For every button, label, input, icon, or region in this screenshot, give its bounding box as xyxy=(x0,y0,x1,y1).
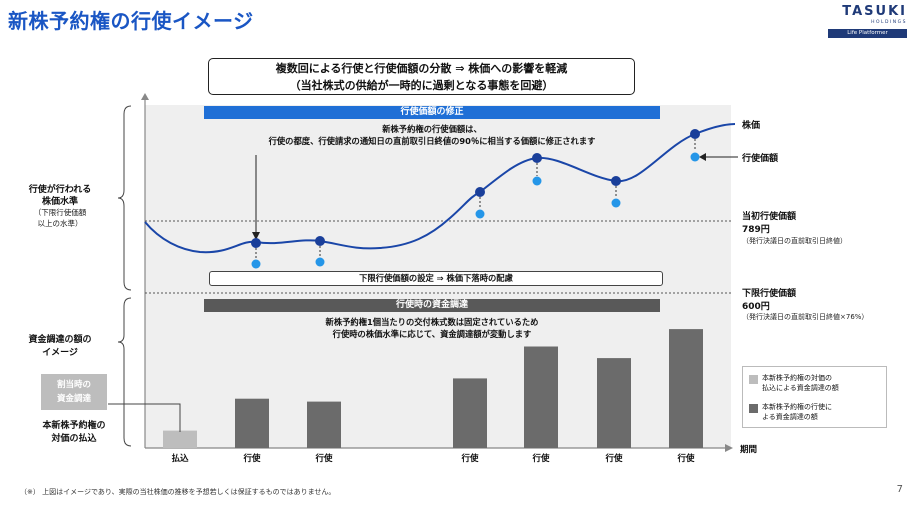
y-axis-arrow xyxy=(141,93,149,100)
x-label-exercise-5: 行使 xyxy=(605,454,623,464)
initial-price-label: 当初行使価額 xyxy=(742,212,797,222)
exercise-point-2 xyxy=(315,236,325,267)
legend-text-payment-1: 本新株予約権の対価の xyxy=(762,374,832,382)
upper-left-sub-1: （下限行使価額 xyxy=(33,208,87,217)
bar-exercise-6 xyxy=(669,329,703,448)
lower-panel-header: 行使時の資金調達 xyxy=(204,299,660,312)
stock-price-curve xyxy=(144,123,736,254)
floor-price-value: 600円 xyxy=(742,302,770,312)
summary-line-2: （当社株式の供給が一時的に過剰となる事態を回避） xyxy=(289,79,554,92)
lower-left-label-2: イメージ xyxy=(42,348,78,358)
floor-price-label: 下限行使価額 xyxy=(742,289,797,299)
page-number: 7 xyxy=(896,484,903,495)
payment-label-1: 本新株予約権の xyxy=(42,421,106,431)
lower-left-label-1: 資金調達の額の xyxy=(28,335,92,345)
floor-price-note: （発行決議日の直前取引日終値×76%） xyxy=(742,313,869,321)
upper-caption-line-2: 行使の都度、行使請求の通知日の直前取引日終値の90％に相当する価額に修正されます xyxy=(268,136,596,146)
x-label-payment: 払込 xyxy=(171,454,189,464)
exercise-point-1 xyxy=(251,238,261,269)
stock-price-label: 株価 xyxy=(742,121,761,131)
upper-panel-header: 行使価額の修正 xyxy=(204,106,660,119)
x-label-exercise-2: 行使 xyxy=(315,454,333,464)
x-label-exercise-3: 行使 xyxy=(461,454,479,464)
floor-price-box: 下限行使価額の設定 ⇒ 株価下落時の配慮 xyxy=(209,271,663,286)
allotment-box-line-2: 資金調達 xyxy=(56,394,91,404)
lower-caption-line-1: 新株予約権1個当たりの交付株式数は固定されているため xyxy=(325,317,539,327)
upper-caption-line-1: 新株予約権の行使価額は、 xyxy=(382,124,482,134)
upper-panel-bg xyxy=(145,105,731,293)
legend-swatch-payment xyxy=(749,375,758,384)
x-label-exercise-1: 行使 xyxy=(243,454,261,464)
x-label-exercise-4: 行使 xyxy=(532,454,550,464)
legend-text-exercise-2: よる資金調達の額 xyxy=(762,413,818,421)
summary-line-1: 複数回による行使と行使価額の分散 ⇒ 株価への影響を軽減 xyxy=(275,62,568,75)
bar-payment xyxy=(163,430,197,448)
page-title: 新株予約権の行使イメージ xyxy=(8,9,254,33)
legend: 本新株予約権の対価の 払込による資金調達の額 本新株予約権の行使に よる資金調達… xyxy=(742,366,887,428)
initial-price-note: （発行決議日の直前取引日終値） xyxy=(742,237,847,245)
allotment-box-line-1: 割当時の xyxy=(56,380,91,390)
exercise-points xyxy=(251,129,700,269)
exercise-point-3 xyxy=(475,187,485,219)
exercise-point-4 xyxy=(532,153,542,186)
exercise-price-label: 行使価額 xyxy=(742,154,779,164)
bar-exercise-1 xyxy=(235,398,269,448)
lower-brace xyxy=(117,297,132,447)
company-logo-tagline: Life Platformer xyxy=(828,29,907,38)
bar-exercise-2 xyxy=(307,401,341,448)
x-axis-arrow xyxy=(725,444,733,452)
upper-left-label-2: 株価水準 xyxy=(41,197,78,207)
company-logo: TASUKI xyxy=(842,4,907,19)
legend-swatch-exercise xyxy=(749,404,758,413)
company-logo-sub: HOLDINGS xyxy=(871,20,907,25)
allotment-funding-box: 割当時の 資金調達 xyxy=(41,374,107,410)
bar-exercise-4 xyxy=(524,346,558,448)
bar-exercise-5 xyxy=(597,358,631,448)
lower-caption-line-2: 行使時の株価水準に応じて、資金調達額が変動します xyxy=(332,329,532,339)
exercise-point-6 xyxy=(690,129,700,162)
x-axis-label: 期間 xyxy=(740,445,758,455)
bar-exercise-3 xyxy=(453,378,487,448)
upper-brace xyxy=(117,105,132,291)
exercise-point-5 xyxy=(611,176,621,208)
exercise-price-pointer-head xyxy=(699,153,706,161)
x-label-exercise-6: 行使 xyxy=(677,454,695,464)
upper-left-sub-2: 以上の水準） xyxy=(37,219,83,228)
caption-pointer-head xyxy=(252,232,260,240)
funding-bars xyxy=(163,329,703,448)
upper-left-label-1: 行使が行われる xyxy=(28,185,92,195)
footnote: （※） 上図はイメージであり、実際の当社株価の推移を予想若しくは保証するものでは… xyxy=(20,488,336,496)
legend-text-exercise-1: 本新株予約権の行使に xyxy=(762,403,832,411)
allotment-pointer xyxy=(108,403,181,432)
summary-box: 複数回による行使と行使価額の分散 ⇒ 株価への影響を軽減 （当社株式の供給が一時… xyxy=(208,58,635,95)
legend-text-payment-2: 払込による資金調達の額 xyxy=(762,384,839,392)
initial-price-value: 789円 xyxy=(742,225,770,235)
payment-label-2: 対価の払込 xyxy=(51,434,97,444)
